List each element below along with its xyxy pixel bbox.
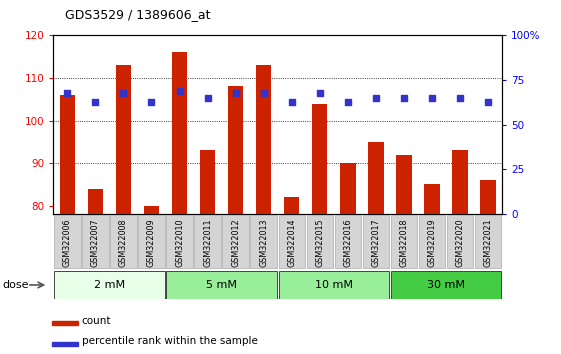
Bar: [228, 86, 243, 214]
Text: GSM322016: GSM322016: [343, 218, 352, 267]
Bar: [424, 184, 440, 214]
FancyBboxPatch shape: [194, 215, 221, 268]
Text: GSM322018: GSM322018: [399, 218, 408, 267]
Bar: [116, 65, 131, 214]
FancyBboxPatch shape: [139, 215, 165, 268]
FancyBboxPatch shape: [390, 272, 501, 298]
Text: GSM322021: GSM322021: [484, 218, 493, 267]
Text: GSM322020: GSM322020: [456, 218, 465, 267]
Text: GSM322010: GSM322010: [175, 218, 184, 267]
Text: GSM322015: GSM322015: [315, 218, 324, 267]
Point: [484, 99, 493, 104]
Text: count: count: [82, 316, 111, 326]
FancyBboxPatch shape: [390, 215, 417, 268]
FancyBboxPatch shape: [54, 272, 165, 298]
FancyBboxPatch shape: [334, 215, 361, 268]
FancyBboxPatch shape: [166, 272, 277, 298]
Text: GSM322014: GSM322014: [287, 218, 296, 267]
Text: GSM322017: GSM322017: [371, 218, 380, 267]
Bar: [480, 180, 496, 214]
Text: GSM322007: GSM322007: [91, 218, 100, 267]
Point: [399, 95, 408, 101]
Point: [147, 99, 156, 104]
Bar: [172, 52, 187, 214]
FancyBboxPatch shape: [110, 215, 136, 268]
Text: 30 mM: 30 mM: [427, 280, 465, 290]
FancyBboxPatch shape: [475, 215, 501, 268]
Text: GSM322012: GSM322012: [231, 218, 240, 267]
FancyBboxPatch shape: [82, 215, 109, 268]
Text: GSM322006: GSM322006: [63, 218, 72, 267]
Text: 5 mM: 5 mM: [206, 280, 237, 290]
Text: GSM322009: GSM322009: [147, 218, 156, 267]
Bar: [59, 95, 75, 214]
Point: [427, 95, 436, 101]
FancyBboxPatch shape: [419, 215, 445, 268]
Point: [91, 99, 100, 104]
Bar: [52, 342, 78, 346]
Point: [175, 88, 184, 94]
Point: [259, 90, 268, 96]
Point: [203, 95, 212, 101]
FancyBboxPatch shape: [222, 215, 249, 268]
Point: [231, 90, 240, 96]
Bar: [256, 65, 272, 214]
Text: percentile rank within the sample: percentile rank within the sample: [82, 336, 257, 346]
FancyBboxPatch shape: [306, 215, 333, 268]
Bar: [452, 150, 468, 214]
Text: GSM322011: GSM322011: [203, 218, 212, 267]
Text: GSM322013: GSM322013: [259, 218, 268, 267]
Text: GSM322019: GSM322019: [427, 218, 436, 267]
Bar: [88, 189, 103, 214]
FancyBboxPatch shape: [251, 215, 277, 268]
FancyBboxPatch shape: [279, 272, 389, 298]
Text: dose: dose: [3, 280, 29, 290]
Text: GDS3529 / 1389606_at: GDS3529 / 1389606_at: [65, 8, 210, 21]
FancyBboxPatch shape: [447, 215, 473, 268]
Bar: [284, 197, 300, 214]
Point: [287, 99, 296, 104]
Text: 10 mM: 10 mM: [315, 280, 353, 290]
Point: [371, 95, 380, 101]
FancyBboxPatch shape: [279, 215, 305, 268]
Text: GSM322008: GSM322008: [119, 218, 128, 267]
Bar: [144, 206, 159, 214]
Bar: [200, 150, 215, 214]
Bar: [368, 142, 384, 214]
Point: [456, 95, 465, 101]
Point: [119, 90, 128, 96]
FancyBboxPatch shape: [166, 215, 193, 268]
Bar: [396, 155, 412, 214]
Text: 2 mM: 2 mM: [94, 280, 125, 290]
Point: [343, 99, 352, 104]
Bar: [52, 321, 78, 325]
FancyBboxPatch shape: [362, 215, 389, 268]
FancyBboxPatch shape: [54, 215, 81, 268]
Bar: [312, 103, 328, 214]
Point: [63, 90, 72, 96]
Bar: [340, 163, 356, 214]
Point: [315, 90, 324, 96]
